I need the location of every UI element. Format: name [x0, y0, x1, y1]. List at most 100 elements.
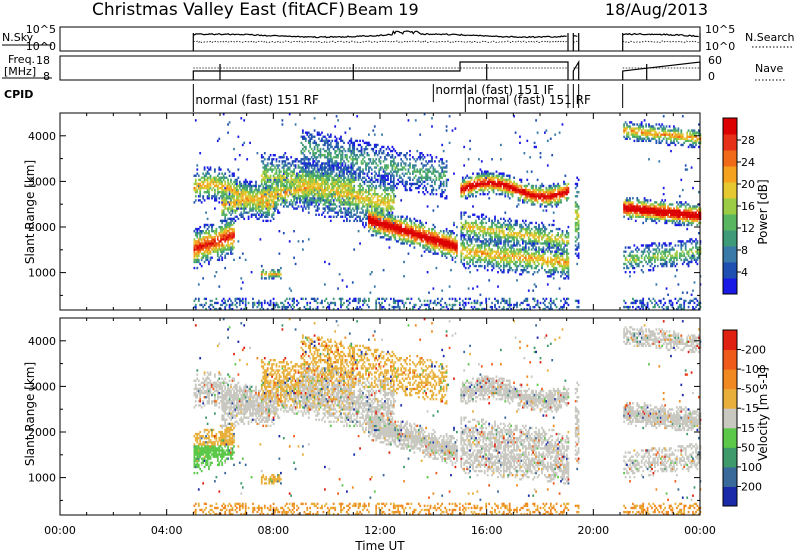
power-cell: [370, 185, 372, 187]
power-cell: [229, 244, 231, 246]
power-cell: [371, 207, 373, 209]
power-cell: [472, 173, 474, 175]
power-cell: [346, 173, 348, 175]
power-cell: [289, 201, 291, 203]
power-cell: [213, 183, 215, 185]
power-cell: [488, 279, 490, 281]
power-cell: [352, 166, 354, 168]
power-cell: [421, 175, 423, 177]
power-cell: [293, 199, 295, 201]
power-cell: [340, 199, 342, 201]
power-cell: [480, 234, 482, 236]
power-cell: [201, 304, 203, 306]
power-cell: [243, 218, 245, 220]
power-cell: [227, 209, 229, 211]
power-cell: [340, 209, 342, 211]
power-cell: [449, 298, 451, 300]
power-cell: [245, 300, 247, 302]
power-cell: [402, 216, 404, 218]
power-cell: [254, 191, 256, 193]
power-cell: [362, 218, 364, 220]
power-cell: [232, 207, 234, 209]
power-cell: [284, 203, 286, 205]
power-cell: [328, 187, 330, 189]
power-cell: [409, 187, 411, 189]
power-cell: [499, 267, 501, 269]
power-cell: [195, 195, 197, 197]
power-cell: [311, 148, 313, 150]
power-cell: [216, 199, 218, 201]
power-cell: [362, 224, 364, 226]
power-cell: [446, 164, 448, 166]
power-cell: [418, 191, 420, 193]
power-cell: [368, 298, 370, 300]
power-cell: [321, 132, 323, 134]
power-cell: [437, 298, 439, 300]
power-cell: [343, 148, 345, 150]
power-cell: [280, 187, 282, 189]
power-cell: [372, 234, 374, 236]
power-cell: [333, 148, 335, 150]
power-cell: [383, 236, 385, 238]
power-cell: [358, 179, 360, 181]
power-cell: [481, 246, 483, 248]
power-cell: [377, 197, 379, 199]
power-cell: [312, 158, 314, 160]
power-cell: [224, 181, 226, 183]
power-cell: [365, 146, 367, 148]
power-cell: [245, 207, 247, 209]
power-cell: [328, 148, 330, 150]
power-cell: [484, 267, 486, 269]
power-cell: [491, 226, 493, 228]
power-cell: [359, 187, 361, 189]
power-cell: [339, 152, 341, 154]
power-cell: [481, 220, 483, 222]
power-cell: [427, 162, 429, 164]
power-cell: [392, 216, 394, 218]
power-cell: [358, 302, 360, 304]
power-cell: [353, 144, 355, 146]
power-cell: [477, 240, 479, 242]
power-cell: [226, 228, 228, 230]
power-cell: [481, 255, 483, 257]
power-cell: [431, 160, 433, 162]
power-cell: [400, 224, 402, 226]
power-cell: [433, 179, 435, 181]
power-cell: [268, 156, 270, 158]
power-cell: [371, 203, 373, 205]
power-cell: [328, 179, 330, 181]
power-cell: [210, 253, 212, 255]
power-cell: [251, 189, 253, 191]
power-cell: [352, 199, 354, 201]
power-cell: [477, 300, 479, 302]
power-cell: [273, 199, 275, 201]
power-cell: [286, 199, 288, 201]
power-cell: [323, 197, 325, 199]
power-cell: [494, 255, 496, 257]
power-cell: [207, 166, 209, 168]
power-cell: [226, 232, 228, 234]
power-cell: [480, 261, 482, 263]
power-cell: [202, 197, 204, 199]
power-cell: [221, 257, 223, 259]
power-cell: [471, 238, 473, 240]
power-cell: [440, 175, 442, 177]
power-cell: [484, 230, 486, 232]
power-cell: [452, 257, 454, 259]
power-cell: [221, 253, 223, 255]
power-cell: [314, 117, 316, 119]
power-cell: [456, 300, 458, 302]
power-cell: [339, 273, 341, 275]
power-cell: [482, 191, 484, 193]
power-cell: [287, 158, 289, 160]
power-cell: [459, 304, 461, 306]
power-cell: [400, 158, 402, 160]
power-cell: [236, 183, 238, 185]
power-cell: [465, 302, 467, 304]
power-cell: [350, 209, 352, 211]
power-cell: [257, 306, 259, 308]
power-cell: [482, 234, 484, 236]
power-cell: [328, 304, 330, 306]
power-cell: [403, 242, 405, 244]
power-cell: [500, 242, 502, 244]
